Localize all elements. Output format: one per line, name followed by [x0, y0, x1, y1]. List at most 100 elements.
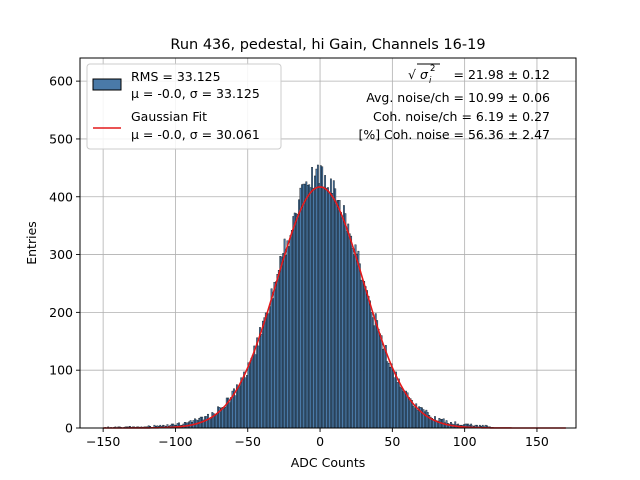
- histogram-bar: [262, 320, 264, 429]
- histogram-bar: [315, 168, 318, 429]
- histogram-bar: [373, 325, 376, 429]
- histogram-bar: [358, 263, 361, 429]
- legend-fit-label: Gaussian Fit: [131, 109, 207, 124]
- histogram-bar: [389, 367, 392, 429]
- histogram-bar: [374, 313, 377, 429]
- histogram-bar: [244, 377, 247, 429]
- annotation-line-4: [%] Coh. noise = 56.36 ± 2.47: [358, 127, 550, 142]
- histogram-bar: [408, 397, 410, 429]
- histogram-bar: [361, 280, 364, 429]
- histogram-bar: [332, 180, 335, 429]
- y-axis-label: Entries: [24, 221, 39, 265]
- histogram-bar: [270, 288, 273, 429]
- histogram-bar: [264, 312, 267, 429]
- histogram-bar: [382, 349, 384, 429]
- histogram-bar: [267, 313, 270, 429]
- histogram-bar: [214, 414, 217, 429]
- legend-box: [86, 63, 282, 150]
- annotation-line-2: Avg. noise/ch = 10.99 ± 0.06: [366, 90, 550, 105]
- histogram-bar: [296, 213, 299, 429]
- sigma-sub: i: [429, 76, 432, 86]
- histogram-bar: [295, 213, 298, 429]
- histogram-bar: [327, 187, 329, 429]
- histogram-bar: [318, 183, 321, 429]
- histogram-bar: [402, 390, 405, 429]
- histogram-bar: [338, 200, 341, 429]
- histogram-bar: [269, 306, 272, 429]
- histogram-bar: [416, 409, 419, 429]
- histogram-bar: [351, 248, 354, 429]
- x-axis-ticks: −150 −100 −50 0 50 100 150: [86, 428, 549, 449]
- histogram-bar: [249, 362, 251, 429]
- y-tick-label: 600: [49, 74, 73, 89]
- histogram-bar: [311, 167, 313, 429]
- histogram-bar: [254, 354, 257, 429]
- histogram-bar: [370, 312, 373, 429]
- x-tick-label: 50: [384, 434, 400, 449]
- histogram-bar: [426, 412, 429, 429]
- chart-title: Run 436, pedestal, hi Gain, Channels 16-…: [170, 37, 485, 53]
- histogram-bar: [312, 187, 315, 429]
- y-tick-label: 300: [49, 247, 73, 262]
- histogram-bar: [183, 422, 186, 429]
- histogram-bar: [403, 391, 406, 429]
- histogram-bar: [257, 345, 260, 429]
- histogram-bar: [280, 256, 283, 429]
- histogram-bar: [344, 213, 347, 429]
- histogram-bar: [319, 165, 322, 429]
- histogram-bar: [412, 405, 415, 429]
- histogram-bar: [283, 238, 286, 429]
- histogram-bar: [422, 409, 425, 429]
- legend-fit-label-2: μ = -0.0, σ = 30.061: [131, 127, 260, 142]
- histogram-bar: [250, 357, 253, 429]
- histogram-bar: [288, 246, 290, 429]
- histogram-bar: [324, 175, 327, 429]
- histogram-bar: [298, 199, 300, 429]
- histogram-bar: [259, 327, 261, 429]
- histogram-bar: [292, 216, 295, 429]
- histogram-bar: [400, 387, 403, 429]
- histogram-bar: [363, 280, 366, 429]
- histogram-bar: [266, 313, 269, 429]
- histogram-bar: [299, 187, 302, 429]
- histogram-bar: [350, 235, 353, 429]
- histogram-bar: [275, 281, 277, 429]
- histogram-bar: [289, 235, 292, 429]
- annotations: √ σ i 2 = 21.98 ± 0.12 Avg. noise/ch = 1…: [358, 63, 550, 142]
- histogram-bar: [234, 395, 237, 429]
- histogram-bar: [380, 335, 383, 429]
- y-axis-ticks: 0 100 200 300 400 500 600: [49, 74, 80, 436]
- y-tick-label: 100: [49, 363, 73, 378]
- y-tick-label: 400: [49, 189, 73, 204]
- legend-histogram-label-2: μ = -0.0, σ = 33.125: [131, 86, 260, 101]
- histogram-bar: [371, 317, 374, 429]
- legend: RMS = 33.125 μ = -0.0, σ = 33.125 Gaussi…: [86, 63, 282, 150]
- x-tick-label: −50: [235, 434, 261, 449]
- histogram-bar: [329, 178, 332, 429]
- histogram-bar: [399, 386, 402, 429]
- histogram-bar: [243, 371, 246, 429]
- legend-histogram-label: RMS = 33.125: [131, 69, 221, 84]
- histogram-bar: [207, 413, 209, 429]
- histogram-bar: [285, 254, 287, 429]
- y-tick-label: 200: [49, 305, 73, 320]
- histogram-bar: [396, 382, 399, 429]
- histogram-bar: [276, 274, 279, 429]
- histogram-bar: [322, 186, 325, 429]
- histogram-bar: [253, 345, 256, 429]
- histogram-bar: [316, 164, 319, 429]
- histogram-bar: [306, 185, 309, 429]
- histogram-bar: [334, 188, 337, 429]
- histogram-bar: [395, 371, 397, 429]
- histogram-bar: [247, 362, 250, 429]
- histogram-bar: [397, 378, 400, 429]
- histogram-bar: [204, 416, 206, 429]
- x-axis-label: ADC Counts: [291, 455, 366, 470]
- histogram-bar: [390, 363, 393, 429]
- histogram-bar: [230, 397, 233, 429]
- x-tick-label: 0: [316, 434, 324, 449]
- histogram-bar: [331, 193, 334, 429]
- histogram-bar: [386, 361, 389, 429]
- histogram-bar: [282, 253, 285, 429]
